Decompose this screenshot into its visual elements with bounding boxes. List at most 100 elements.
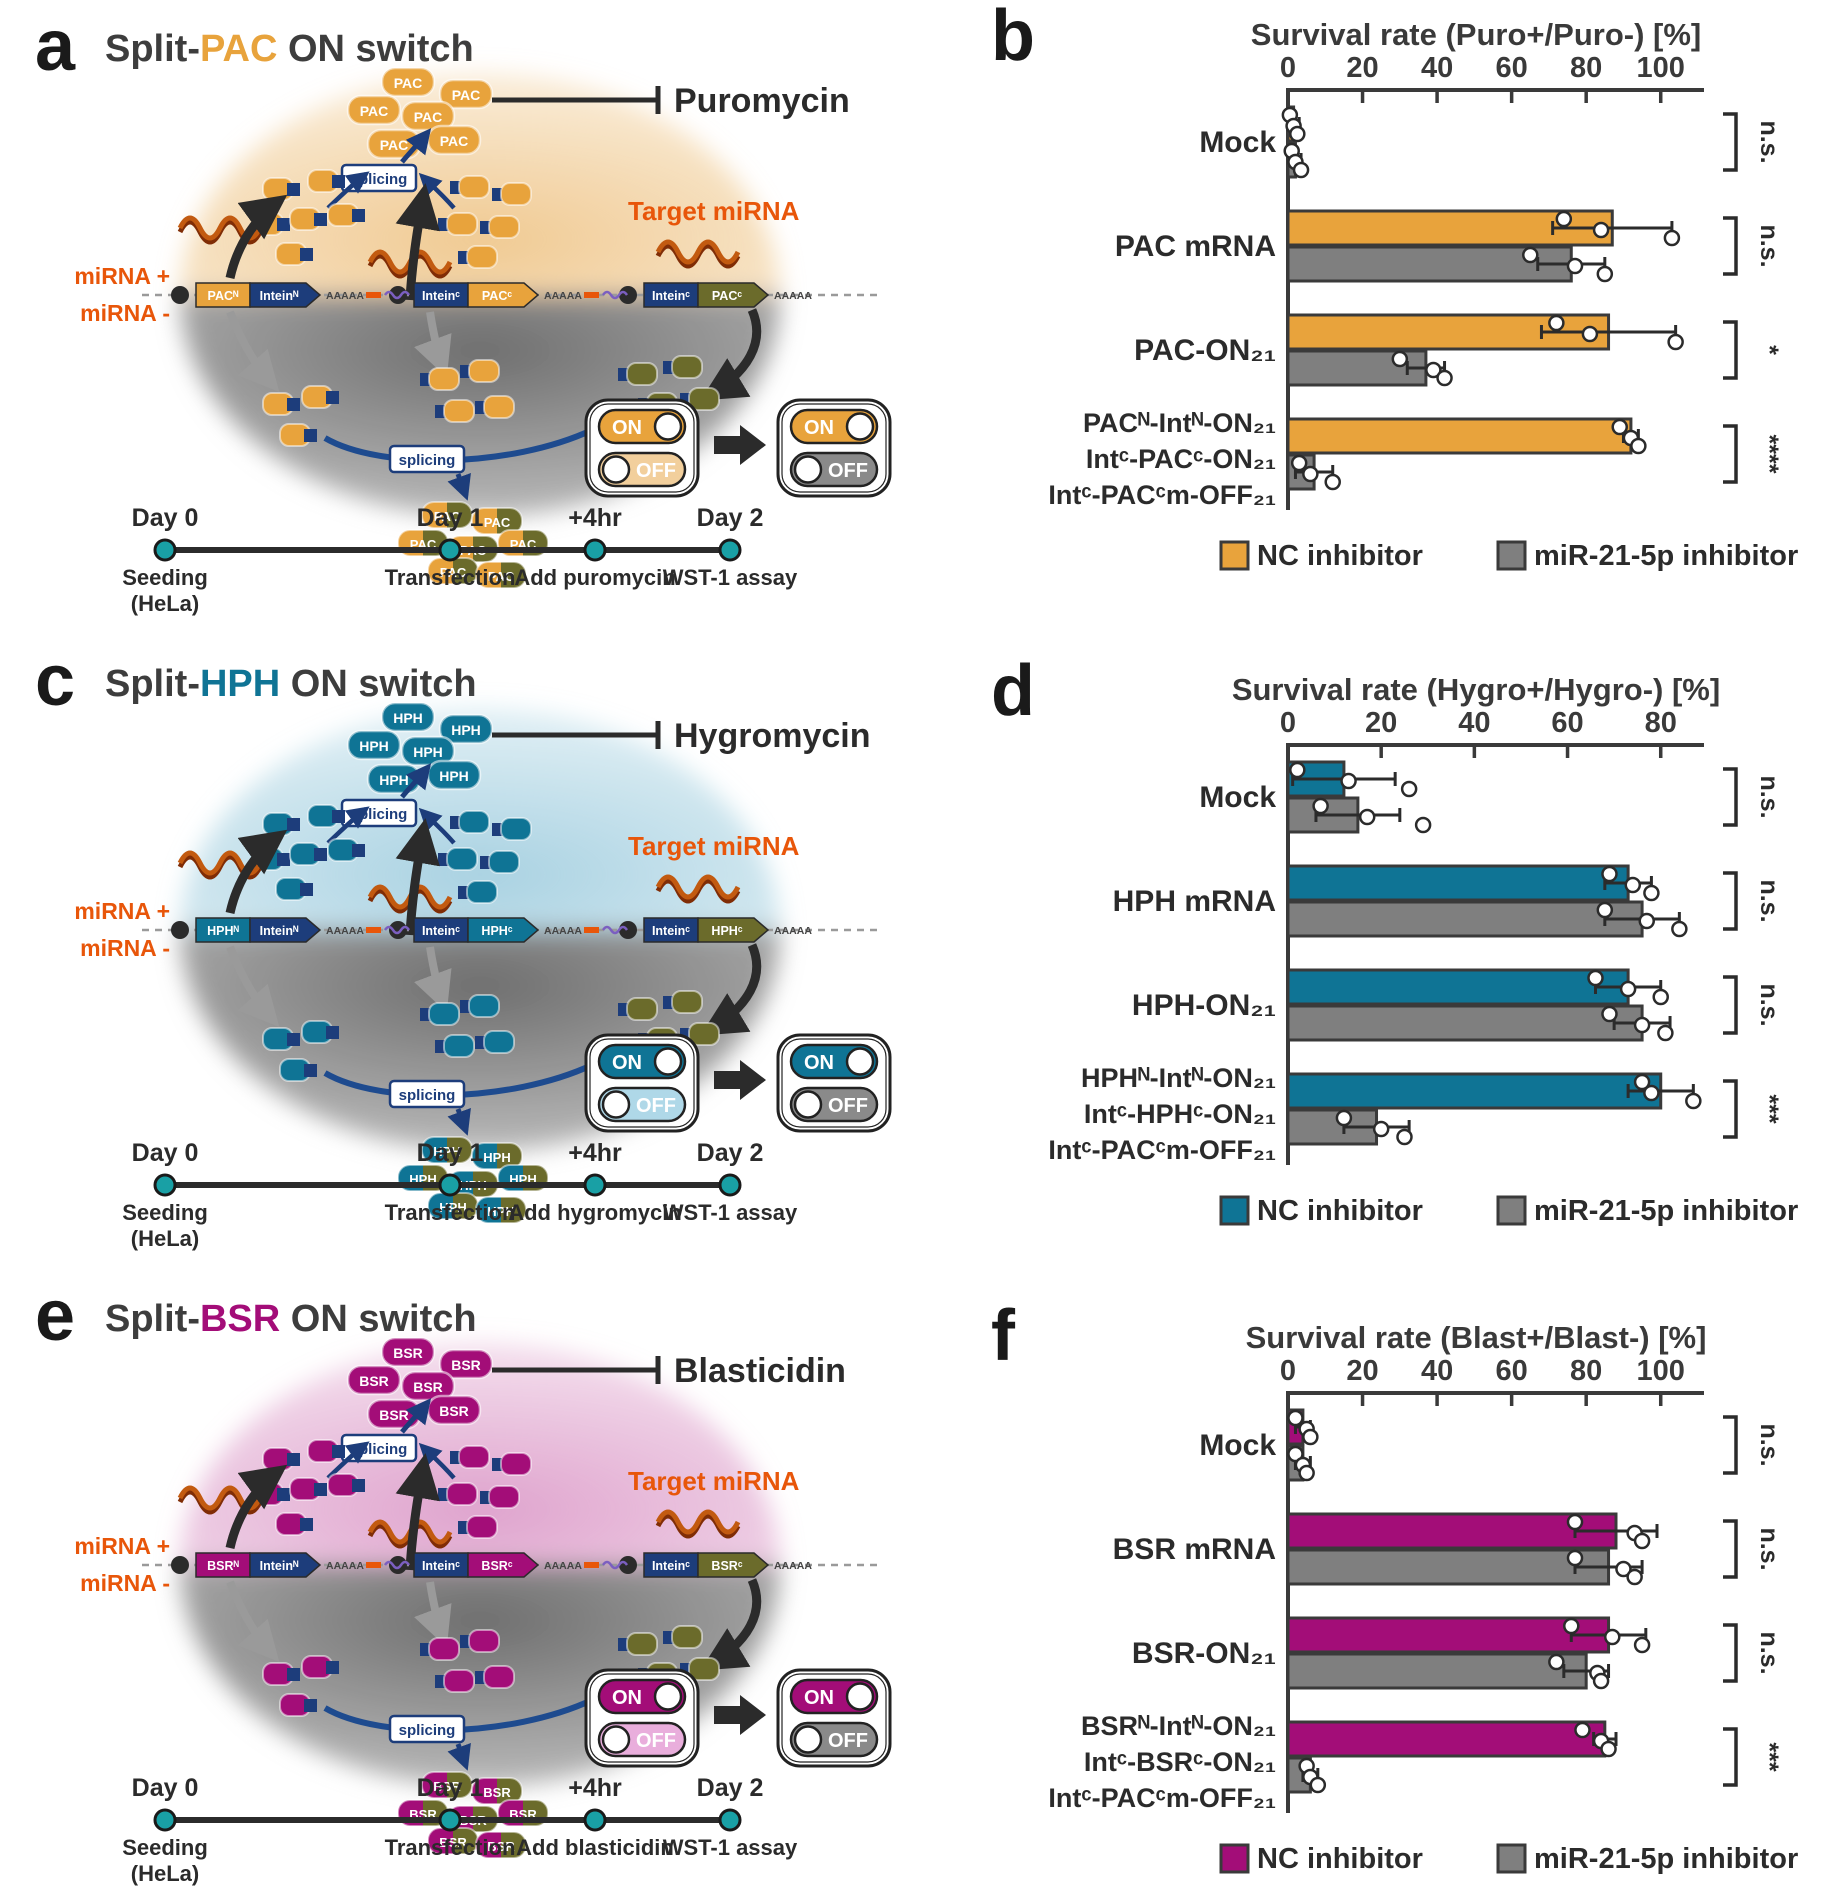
x-axis-tick-label: 80 (1570, 52, 1602, 84)
data-point (1626, 1568, 1643, 1586)
poly-a-label: AAAAA (774, 1560, 812, 1572)
off-toggle-knob (601, 1090, 631, 1119)
split-n-fragment (289, 207, 327, 231)
off-toggle-label: OFF (636, 1095, 676, 1117)
switch-panel-inner (589, 1673, 695, 1763)
category-label: BSR mRNA (1113, 1533, 1276, 1566)
timeline-dot (153, 1173, 177, 1197)
mrna-cap (389, 286, 407, 304)
c-fragment-shape (468, 359, 500, 383)
protein-blob-shape (438, 713, 494, 745)
data-point (1601, 1005, 1618, 1023)
significance-bracket (1723, 320, 1738, 380)
off-toggle-knob (601, 1725, 631, 1754)
panel-a-title: Split-PAC ON switch (105, 28, 474, 71)
c-fragment-shape (500, 182, 532, 206)
timeline-dot (583, 538, 607, 562)
construct-right-label: Inteinᴺ (260, 1559, 299, 1573)
n-intein-box (326, 1661, 339, 1674)
mirna-plus-label: miRNA + (74, 1533, 170, 1559)
n-intein-box (287, 1453, 300, 1466)
splicing-box-text: splicing (399, 1087, 456, 1104)
data-point (1633, 1073, 1651, 1091)
split-n-fragment (307, 1439, 345, 1463)
significance-label: **** (1755, 435, 1783, 474)
mirna-site-wave (601, 290, 629, 300)
x-axis-tick-label: 80 (1570, 1355, 1602, 1387)
construct-right-label: BSRᶜ (481, 1559, 512, 1573)
c-fragment-shape (468, 1629, 500, 1653)
timeline-event-label: (HeLa) (131, 591, 199, 616)
split-n-fragment (307, 804, 345, 828)
data-point (1630, 437, 1647, 455)
splicing-box-text: splicing (399, 452, 456, 469)
title-prefix: Split- (105, 28, 200, 70)
data-point (1566, 1513, 1584, 1531)
splicing-feed-arrow-left (326, 171, 370, 210)
off-toggle-label: OFF (828, 1730, 868, 1752)
split-c-fragment (480, 215, 520, 239)
x-axis-tick-label: 20 (1346, 52, 1378, 84)
protein-blob-label: PAC (414, 109, 443, 125)
n-intein-box (304, 429, 317, 442)
data-point (1587, 969, 1604, 987)
poly-a-label: AAAAA (326, 1560, 364, 1572)
spliced-blob-label: BSR (487, 1839, 515, 1854)
timeline-dot (153, 538, 177, 562)
c-fragment-shape (428, 1637, 460, 1661)
significance-bracket (1723, 1519, 1738, 1579)
category-label: Intᶜ-PACᶜ-ON₂₁ (1086, 444, 1276, 474)
legend-swatch-mir (1496, 1195, 1527, 1226)
legend-label-nc: NC inhibitor (1257, 1843, 1423, 1875)
n-intein-box (314, 213, 327, 226)
mrna-cap (619, 921, 637, 939)
category-label: Mock (1199, 126, 1276, 159)
category-label: PAC mRNA (1115, 230, 1276, 263)
on-toggle-label: ON (612, 1052, 642, 1074)
bar (1286, 417, 1633, 455)
split-c-fragment (492, 817, 532, 841)
legend-swatch-nc (1219, 1843, 1250, 1874)
mrna-construct: BSRᴺ Inteinᴺ (195, 1552, 322, 1578)
panel-f-chart-section: f Survival rate (Blast+/Blast-) [%] 0 20 40… (971, 1290, 1831, 1889)
protein-blob-label: PAC (394, 75, 423, 91)
n-intein-box (352, 844, 365, 857)
construct-right-label: HPHᶜ (481, 924, 512, 938)
protein-blob-shape (380, 66, 436, 98)
x-axis-tick-label: 0 (1280, 707, 1296, 739)
bottom-splicing-down-arrow (447, 1107, 471, 1136)
mirna-plus-label: miRNA + (74, 263, 170, 289)
n-intein-box (287, 1033, 300, 1046)
off-toggle-label: OFF (828, 460, 868, 482)
split-c-fragment (458, 245, 498, 269)
significance-label: n.s. (1755, 1423, 1783, 1466)
splicing-box-text: splicing (399, 1722, 456, 1739)
splicing-label-box: splicing (388, 1714, 466, 1744)
data-point (1555, 210, 1573, 228)
split-c-fragment (435, 1034, 475, 1058)
timeline-event-label: (HeLa) (131, 1861, 199, 1886)
timeline-time-label: Day 2 (697, 1139, 764, 1167)
data-point (1633, 1636, 1651, 1654)
significance-bracket (1723, 1623, 1738, 1683)
data-point (1289, 125, 1306, 143)
spliced-protein-blob: PAC (427, 557, 479, 585)
mrna-cap (619, 1556, 637, 1574)
split-c-fragment (480, 850, 520, 874)
repressed-arrow-left (226, 1580, 280, 1662)
bar (1286, 1512, 1618, 1550)
split-c-fragment (420, 1002, 460, 1026)
c-fragment-shape (443, 1034, 475, 1058)
construct-left-label: Inteinᶜ (652, 924, 690, 938)
data-point (1436, 369, 1453, 387)
protein-blob-label: BSR (359, 1373, 389, 1389)
significance-label: n.s. (1755, 775, 1783, 818)
bar (1286, 1072, 1663, 1110)
category-label: PAC-ON₂₁ (1134, 334, 1276, 367)
n-intein-box (300, 248, 313, 261)
protein-blob-label: BSR (393, 1345, 423, 1361)
repressed-arrow-left (226, 945, 280, 1027)
splicing-feed-arrow-left (326, 1441, 370, 1480)
legend-label-mir: miR-21-5p inhibitor (1534, 1195, 1798, 1227)
